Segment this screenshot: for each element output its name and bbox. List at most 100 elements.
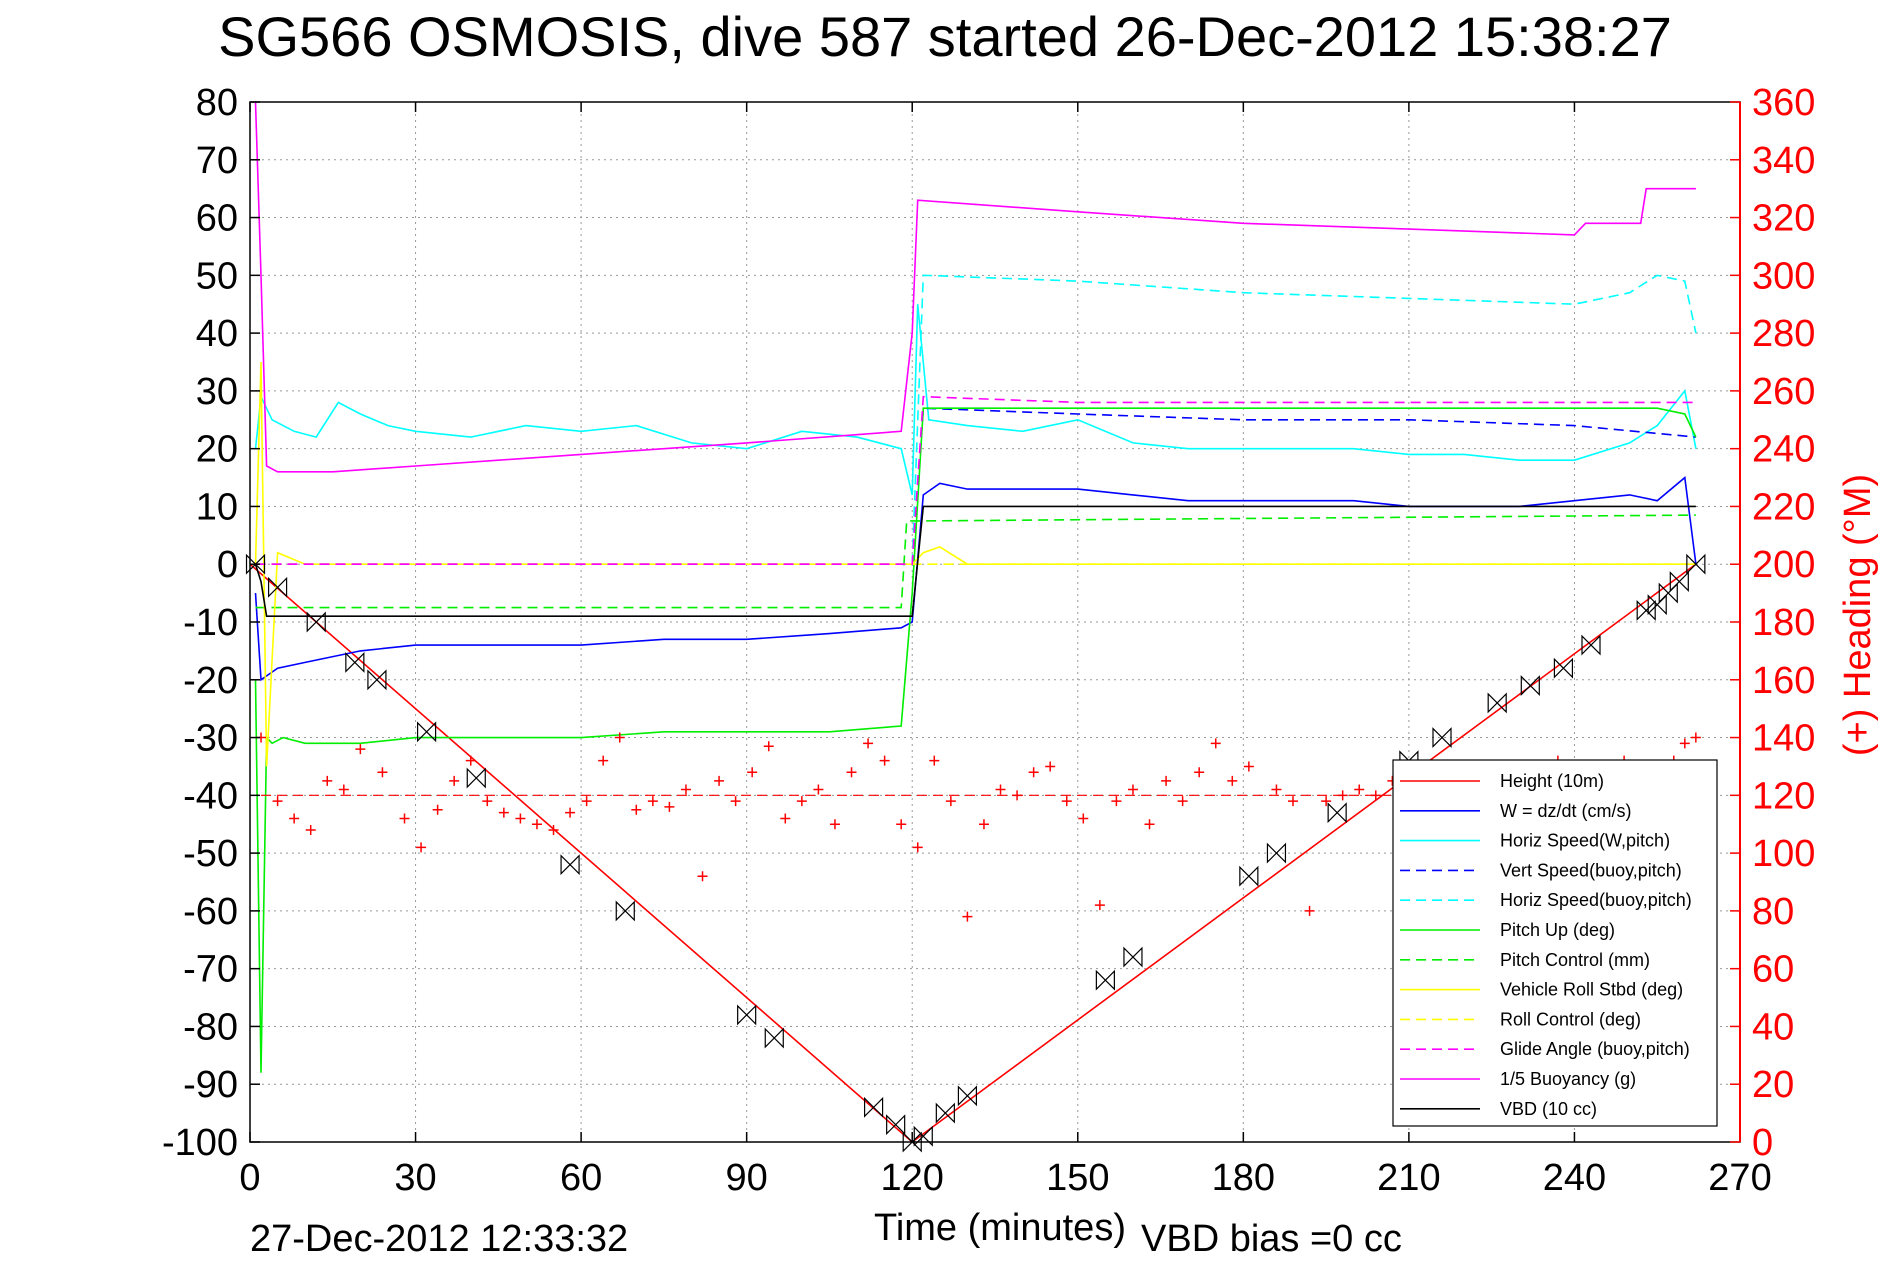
heading-point [978,819,989,830]
legend-label: Glide Angle (buoy,pitch) [1500,1039,1690,1059]
heading-point [631,804,642,815]
legend-label: Pitch Up (deg) [1500,920,1615,940]
vbd-marker [935,1102,955,1124]
y-right-tick-label: 120 [1752,775,1815,817]
heading-point [1012,790,1023,801]
y-right-tick-label: 140 [1752,718,1815,760]
vbd-marker [1581,634,1601,656]
y-right-tick-label: 240 [1752,429,1815,471]
heading-point [796,796,807,807]
heading-point [1161,775,1172,786]
y-axis-left: 80 70 60 50 40 30 20 10 0 -10 -20 -30 -40 -50 -60 -70 -8… [162,82,260,1164]
y-right-tick-label: 300 [1752,255,1815,297]
x-axis-label: Time (minutes) [874,1207,1126,1249]
heading-point [449,775,460,786]
y-right-tick-label: 340 [1752,140,1815,182]
series-line [255,395,1696,566]
heading-point [1690,732,1701,743]
y-right-tick-label: 320 [1752,198,1815,240]
vbd-marker [466,767,486,789]
heading-point [896,819,907,830]
heading-point [714,775,725,786]
y-tick-label: 20 [196,429,238,471]
vbd-markers-group [245,553,1706,1153]
x-tick-label: 150 [1046,1157,1109,1199]
vbd-marker [863,1096,884,1118]
y-right-tick-label: 220 [1752,486,1815,528]
heading-point [829,819,840,830]
y-right-tick-label: 100 [1752,833,1815,875]
y-tick-label: 60 [196,198,238,240]
vbd-marker [1123,946,1143,968]
vbd-marker [1487,692,1507,714]
heading-point [305,825,316,835]
heading-point [1078,813,1089,824]
heading-point [780,813,791,824]
y-tick-label: -10 [183,602,238,644]
heading-point [1227,775,1238,786]
y-tick-label: -20 [183,660,238,702]
heading-point [863,738,874,749]
vbd-marker [957,1085,978,1107]
heading-point [1304,905,1315,916]
legend-label: Vehicle Roll Stbd (deg) [1500,980,1683,1000]
heading-point [1243,761,1254,772]
y-tick-label: -50 [183,833,238,875]
x-tick-label: 30 [394,1157,436,1199]
heading-point [1061,796,1072,807]
heading-point [962,911,973,922]
heading-point [1111,796,1122,807]
series-line [254,101,1696,473]
heading-point [730,796,741,807]
legend-label: W = dz/dt (cm/s) [1500,801,1632,821]
y-right-tick-label: 260 [1752,371,1815,413]
vbd-marker [1686,553,1706,575]
heading-point [1370,790,1381,801]
x-tick-label: 180 [1212,1157,1275,1199]
heading-point [515,813,526,824]
x-tick-label: 90 [726,1157,768,1199]
legend-label: Vert Speed(buoy,pitch) [1500,860,1682,880]
series-line [255,407,1696,566]
vbd-marker [306,611,326,633]
heading-point [1094,900,1105,911]
heading-point [664,801,675,812]
y-right-tick-label: 200 [1752,544,1815,586]
vbd-marker [913,1125,933,1147]
heading-point [1271,784,1282,795]
vbd-marker [267,576,288,598]
heading-point [912,842,923,853]
y-tick-label: -70 [183,949,238,991]
heading-point [465,755,476,766]
heading-point [581,796,592,807]
vbd-marker [1327,802,1347,824]
x-tick-label: 0 [239,1157,260,1199]
vbd-marker [1266,842,1287,864]
y-right-tick-label: 0 [1752,1122,1773,1164]
y-tick-label: 10 [196,486,238,528]
heading-point [531,819,542,830]
heading-point [1337,790,1348,801]
y-right-tick-label: 40 [1752,1006,1794,1048]
heading-point [272,796,283,807]
y-tick-label: -40 [183,775,238,817]
y-tick-label: 0 [217,544,238,586]
legend-label: 1/5 Buoyancy (g) [1500,1069,1636,1089]
legend-label: Horiz Speed(W,pitch) [1500,831,1670,851]
heading-point [1321,796,1332,807]
heading-point [1288,796,1298,807]
heading-point [355,744,366,755]
y-right-tick-label: 280 [1752,313,1815,355]
y-right-tick-label: 20 [1752,1064,1794,1106]
y-tick-label: -60 [183,891,238,933]
vbd-marker [560,854,580,876]
y-tick-label: 40 [196,313,238,355]
series-line [254,304,1697,496]
vbd-marker [1095,969,1115,991]
heading-point [763,741,774,752]
legend-label: Roll Control (deg) [1500,1009,1641,1029]
heading-point [945,796,956,807]
vbd-marker [1432,727,1452,749]
y-right-tick-label: 180 [1752,602,1815,644]
